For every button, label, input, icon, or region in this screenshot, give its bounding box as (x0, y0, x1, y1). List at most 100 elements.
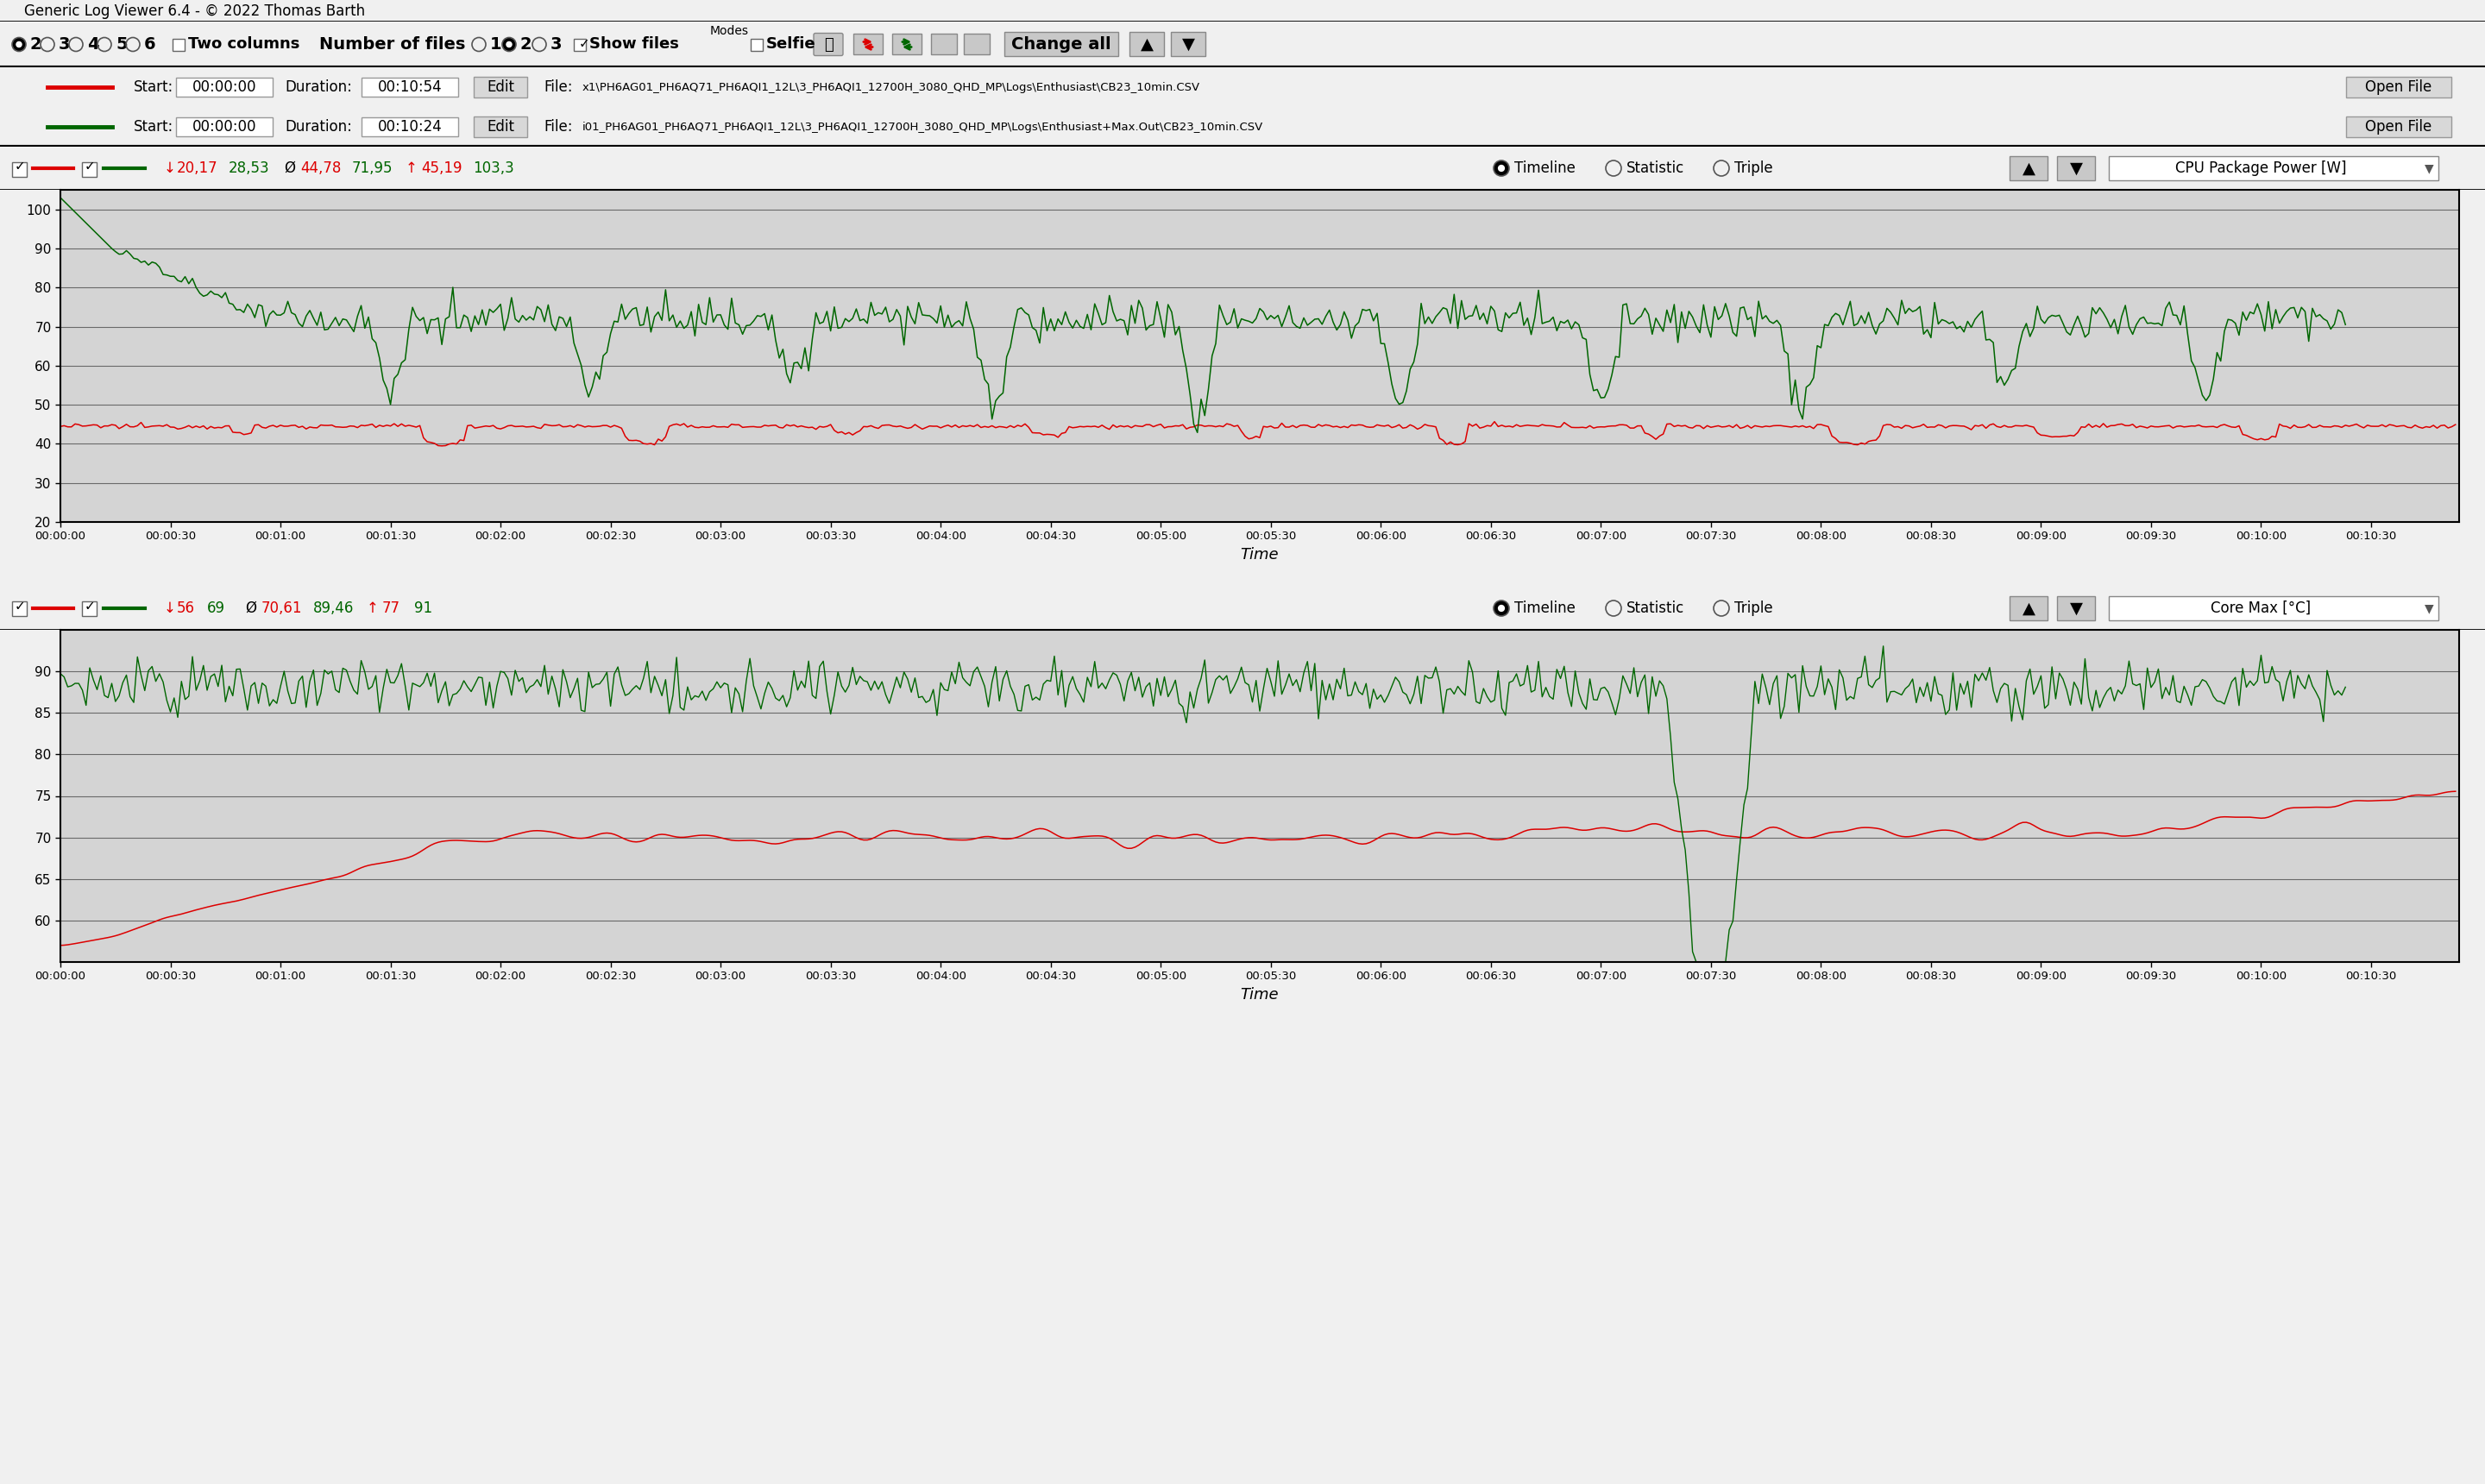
FancyBboxPatch shape (176, 77, 273, 96)
Text: Statistic: Statistic (1628, 160, 1685, 177)
Text: Open File: Open File (2366, 119, 2433, 135)
Text: ▼: ▼ (2070, 600, 2082, 616)
Text: Number of files: Number of files (318, 36, 465, 52)
Text: ▼: ▼ (2070, 160, 2082, 177)
FancyBboxPatch shape (171, 39, 184, 52)
Text: Ø: Ø (286, 160, 301, 177)
Text: 71,95: 71,95 (353, 160, 393, 177)
Text: Timeline: Timeline (1513, 601, 1575, 616)
Text: ✓: ✓ (579, 37, 589, 50)
FancyBboxPatch shape (932, 34, 957, 55)
Text: 77: 77 (383, 601, 400, 616)
Text: ✓: ✓ (15, 600, 25, 613)
FancyBboxPatch shape (2110, 597, 2438, 620)
Text: 69: 69 (206, 601, 226, 616)
Text: Modes: Modes (711, 25, 748, 37)
Text: ▲: ▲ (1141, 36, 1153, 52)
Text: 70,61: 70,61 (261, 601, 303, 616)
Text: 📷: 📷 (823, 37, 832, 52)
Text: CPU Package Power [W]: CPU Package Power [W] (2174, 160, 2346, 177)
X-axis label: Time: Time (1240, 548, 1280, 562)
Text: Duration:: Duration: (286, 79, 353, 95)
FancyBboxPatch shape (2346, 77, 2450, 98)
Text: 5: 5 (117, 36, 127, 52)
Text: File:: File: (544, 119, 572, 135)
Circle shape (1493, 160, 1508, 177)
Circle shape (1498, 605, 1503, 611)
Text: 28,53: 28,53 (229, 160, 271, 177)
Circle shape (17, 42, 22, 47)
Text: Show files: Show files (589, 37, 678, 52)
FancyBboxPatch shape (1170, 33, 1205, 56)
Text: Duration:: Duration: (286, 119, 353, 135)
FancyBboxPatch shape (360, 117, 457, 137)
Text: ▼: ▼ (2425, 603, 2433, 614)
Text: Edit: Edit (487, 119, 514, 135)
Text: 89,46: 89,46 (313, 601, 353, 616)
Text: ✓: ✓ (84, 600, 94, 613)
Text: 00:10:24: 00:10:24 (378, 119, 442, 135)
FancyBboxPatch shape (1004, 33, 1118, 56)
Text: 00:00:00: 00:00:00 (191, 119, 256, 135)
Text: File:: File: (544, 79, 572, 95)
Text: 3: 3 (552, 36, 562, 52)
FancyBboxPatch shape (475, 116, 527, 137)
Circle shape (1498, 165, 1503, 171)
Text: 45,19: 45,19 (420, 160, 462, 177)
Text: Timeline: Timeline (1513, 160, 1575, 177)
FancyBboxPatch shape (176, 117, 273, 137)
Text: 3: 3 (60, 36, 70, 52)
Text: Selfie: Selfie (765, 37, 815, 52)
FancyBboxPatch shape (2346, 116, 2450, 137)
FancyBboxPatch shape (360, 77, 457, 96)
Text: ↑: ↑ (405, 160, 422, 177)
FancyBboxPatch shape (2058, 156, 2095, 181)
Text: ▼: ▼ (2425, 162, 2433, 174)
Circle shape (12, 37, 25, 52)
Text: i01_PH6AG01_PH6AQ71_PH6AQI1_12L\3_PH6AQI1_12700H_3080_QHD_MP\Logs\Enthusiast+Max: i01_PH6AG01_PH6AQ71_PH6AQI1_12L\3_PH6AQI… (581, 122, 1262, 132)
FancyBboxPatch shape (2058, 597, 2095, 620)
Text: 6: 6 (144, 36, 157, 52)
Circle shape (502, 37, 517, 52)
Text: 1: 1 (490, 36, 502, 52)
Text: 56: 56 (176, 601, 194, 616)
Text: ▼: ▼ (1183, 36, 1195, 52)
FancyBboxPatch shape (892, 34, 922, 55)
Text: 2: 2 (30, 36, 42, 52)
Text: x1\PH6AG01_PH6AQ71_PH6AQI1_12L\3_PH6AQI1_12700H_3080_QHD_MP\Logs\Enthusiast\CB23: x1\PH6AG01_PH6AQ71_PH6AQI1_12L\3_PH6AQI1… (581, 82, 1200, 92)
FancyBboxPatch shape (750, 39, 763, 52)
Text: Ø: Ø (246, 601, 261, 616)
Text: Triple: Triple (1735, 601, 1772, 616)
Text: 00:00:00: 00:00:00 (191, 79, 256, 95)
Text: 4: 4 (87, 36, 99, 52)
Text: ✓: ✓ (15, 160, 25, 174)
FancyBboxPatch shape (12, 162, 27, 177)
FancyBboxPatch shape (2010, 156, 2048, 181)
FancyBboxPatch shape (2110, 156, 2438, 181)
FancyBboxPatch shape (2010, 597, 2048, 620)
FancyBboxPatch shape (574, 39, 586, 52)
Text: Statistic: Statistic (1628, 601, 1685, 616)
Text: Open File: Open File (2366, 79, 2433, 95)
FancyBboxPatch shape (475, 77, 527, 98)
Text: Two columns: Two columns (189, 37, 301, 52)
Text: Triple: Triple (1735, 160, 1772, 177)
Text: ▲: ▲ (2023, 600, 2035, 616)
FancyBboxPatch shape (852, 34, 882, 55)
FancyBboxPatch shape (813, 33, 842, 55)
Text: ▲: ▲ (2023, 160, 2035, 177)
Text: 20,17: 20,17 (176, 160, 219, 177)
Text: 91: 91 (415, 601, 432, 616)
FancyBboxPatch shape (82, 162, 97, 177)
X-axis label: Time: Time (1240, 987, 1280, 1003)
Text: ↓: ↓ (164, 601, 181, 616)
Circle shape (507, 42, 512, 47)
Text: Start:: Start: (134, 119, 174, 135)
Text: Core Max [°C]: Core Max [°C] (2212, 601, 2311, 616)
Text: Generic Log Viewer 6.4 - © 2022 Thomas Barth: Generic Log Viewer 6.4 - © 2022 Thomas B… (25, 3, 365, 19)
Text: Change all: Change all (1011, 36, 1111, 52)
Text: 2: 2 (519, 36, 532, 52)
Text: Edit: Edit (487, 79, 514, 95)
Text: 00:10:54: 00:10:54 (378, 79, 442, 95)
FancyBboxPatch shape (82, 603, 97, 616)
